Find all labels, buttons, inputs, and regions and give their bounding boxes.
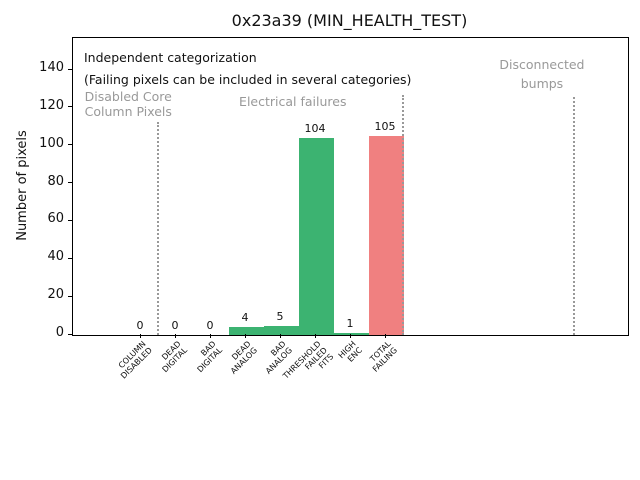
y-tick-mark <box>68 182 72 184</box>
bar-dead-analog <box>228 327 264 335</box>
bar-total-failing <box>368 136 404 335</box>
bar-value-label: 105 <box>374 120 396 134</box>
chart-annotation: Disconnected bumps <box>392 56 640 94</box>
bar-value-label: 104 <box>304 122 326 136</box>
x-tick-mark <box>384 334 386 338</box>
chart-annotation: Disabled Core Column Pixels <box>85 90 172 120</box>
y-tick-mark <box>68 257 72 259</box>
y-tick-mark <box>68 106 72 108</box>
section-divider <box>157 122 160 335</box>
y-tick-label: 20 <box>47 287 64 303</box>
bar-bad-analog <box>263 325 299 335</box>
x-tick-mark <box>314 334 316 338</box>
bar-threshold-failed-fits <box>298 138 334 335</box>
chart-annotation-line: Disconnected <box>499 57 585 73</box>
y-tick-label: 0 <box>55 325 64 340</box>
y-tick-mark <box>68 144 72 146</box>
chart-annotation: Independent categorization <box>84 50 257 65</box>
y-tick-mark <box>68 68 72 70</box>
y-tick-label: 80 <box>47 173 64 189</box>
bar-value-label: 0 <box>206 319 214 332</box>
bar-value-label: 5 <box>276 309 284 323</box>
chart-annotation-line: bumps <box>520 76 564 92</box>
plot-area: Independent categorization (Failing pixel… <box>72 37 629 336</box>
chart-annotation-line: Disabled Core <box>84 89 172 105</box>
y-tick-mark <box>68 219 72 221</box>
y-tick-label: 120 <box>39 97 64 113</box>
y-tick-label: 60 <box>47 211 64 227</box>
x-tick-mark <box>349 334 351 338</box>
y-tick-mark <box>68 295 72 297</box>
section-divider <box>402 95 405 335</box>
chart-annotation-line: Column Pixels <box>84 104 172 120</box>
chart-annotation: Electrical failures <box>143 94 443 109</box>
chart-annotation-line: Independent categorization <box>83 49 257 65</box>
bar-high-enc <box>333 333 369 335</box>
chart-annotation-line: (Failing pixels can be included in sever… <box>83 71 412 87</box>
section-divider <box>573 96 576 335</box>
chart-annotation-line: Electrical failures <box>239 94 347 110</box>
bar-value-label: 0 <box>171 319 179 332</box>
y-tick-label: 100 <box>39 135 64 151</box>
bar-value-label: 0 <box>136 319 144 332</box>
x-tick-mark <box>244 334 246 338</box>
x-tick-mark <box>209 334 211 338</box>
chart-annotation: (Failing pixels can be included in sever… <box>84 72 411 87</box>
y-tick-mark <box>68 333 72 335</box>
y-tick-label: 40 <box>47 249 64 265</box>
bar-value-label: 4 <box>241 311 249 325</box>
y-tick-label: 140 <box>39 60 64 76</box>
chart-title: 0x23a39 (MIN_HEALTH_TEST) <box>231 11 468 30</box>
x-tick-mark <box>139 334 141 338</box>
x-tick-mark <box>279 334 281 338</box>
x-tick-mark <box>174 334 176 338</box>
bar-value-label: 1 <box>346 317 354 331</box>
